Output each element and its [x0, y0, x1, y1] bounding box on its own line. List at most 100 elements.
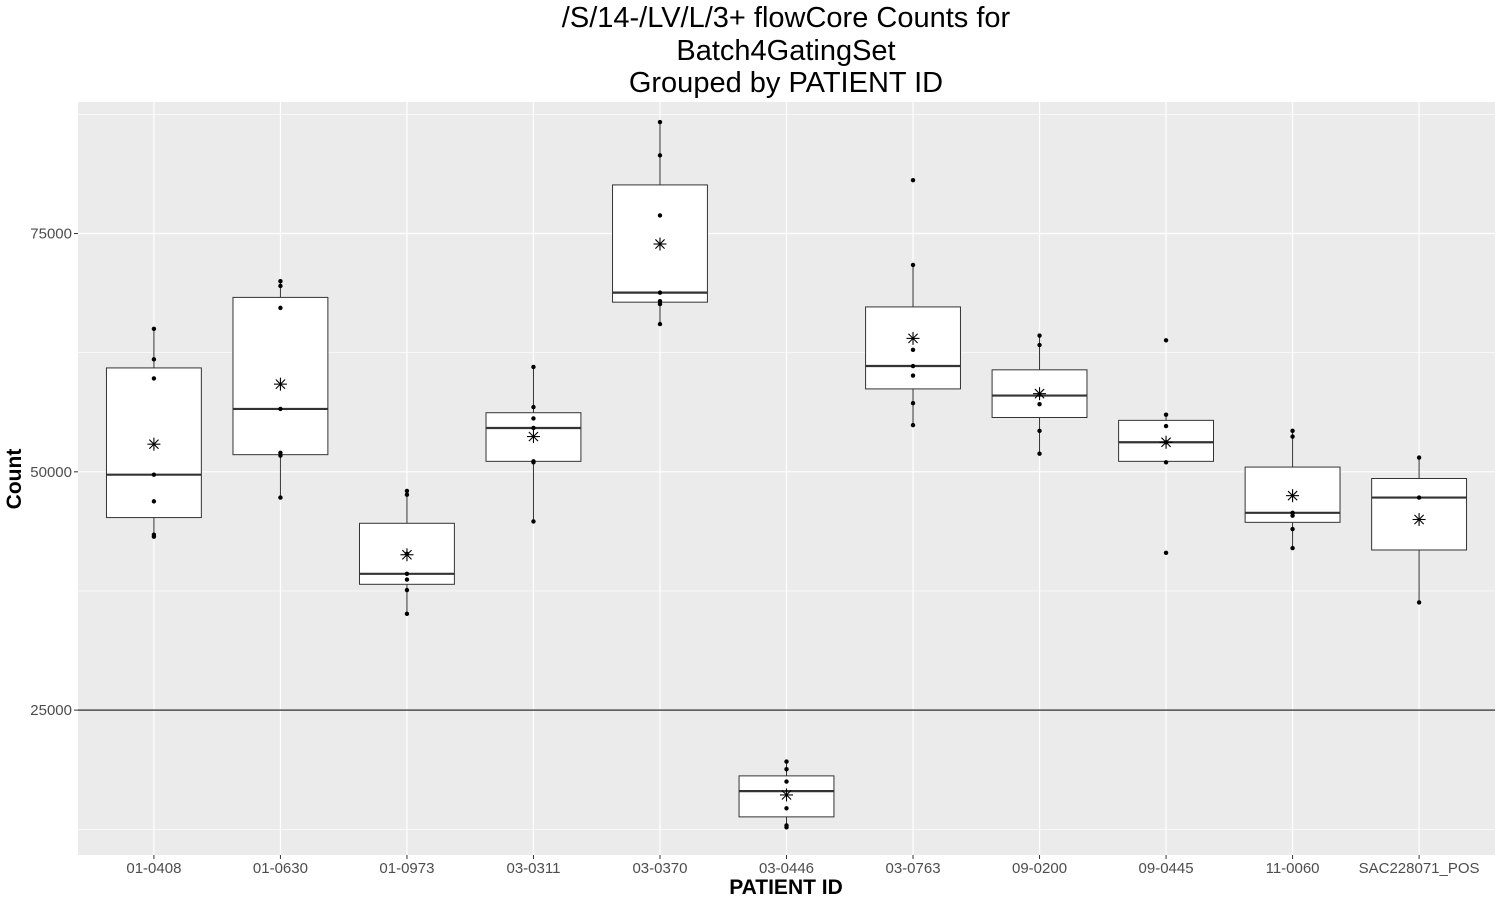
data-point: [1037, 428, 1042, 434]
mean-marker: [1286, 489, 1300, 503]
data-point: [404, 587, 410, 593]
box-group-11-0060: [1244, 428, 1341, 551]
data-point: [531, 460, 536, 465]
x-tick-label: 03-0311: [506, 860, 560, 877]
x-axis-ticks: 01-0408 01-0630 01-0973 03-0311 03-0370 03-04…: [126, 855, 1480, 877]
data-point: [1416, 455, 1422, 460]
data-point: [404, 492, 410, 497]
x-axis-title: PATIENT ID: [729, 876, 843, 899]
data-point: [404, 577, 410, 582]
mean-marker: [1412, 512, 1426, 526]
mean-marker-stroke: [275, 379, 286, 390]
data-point: [1037, 342, 1042, 348]
data-point: [531, 519, 536, 524]
mean-marker: [653, 237, 667, 251]
data-point: [531, 404, 536, 410]
x-tick-label: 03-0370: [632, 860, 687, 877]
data-point: [910, 373, 916, 378]
x-tick-label: 01-0408: [126, 860, 181, 877]
data-point: [278, 283, 283, 289]
box-group-01-0973: [359, 488, 455, 617]
data-point: [657, 321, 663, 327]
data-point: [151, 376, 157, 381]
data-point: [151, 499, 157, 504]
boxes-layer: [105, 119, 1468, 830]
iqr-box: [232, 296, 329, 456]
box-group-09-0200: [991, 333, 1088, 456]
y-axis-title: Count: [3, 449, 26, 510]
data-point: [1163, 550, 1169, 556]
data-point: [657, 290, 663, 295]
x-tick-label: 01-0973: [379, 860, 434, 877]
box-group-09-0445: [1118, 338, 1214, 556]
data-point: [657, 301, 663, 307]
data-point: [151, 326, 157, 332]
data-point: [1416, 495, 1422, 500]
mean-marker-stroke: [908, 333, 919, 344]
x-tick-label: SAC228071_POS: [1359, 860, 1480, 877]
data-point: [531, 425, 536, 431]
mean-marker-stroke: [1414, 514, 1425, 525]
data-point: [1163, 338, 1169, 343]
mean-marker: [273, 377, 287, 391]
chart-title-line-2: Batch4GatingSet: [676, 35, 895, 67]
mean-marker-stroke: [1287, 490, 1298, 501]
y-tick-label: 50000: [30, 464, 72, 481]
y-axis-ticks: 25000 50000 75000: [30, 226, 78, 719]
data-point: [657, 213, 663, 218]
data-point: [1290, 526, 1295, 532]
y-tick-label: 75000: [30, 226, 72, 243]
data-point: [1290, 513, 1295, 518]
data-point: [657, 119, 663, 125]
chart-title-line-3: Grouped by PATIENT ID: [629, 67, 943, 99]
y-tick-label: 25000: [30, 702, 72, 719]
data-point: [1290, 545, 1295, 551]
data-point: [151, 472, 157, 477]
data-point: [278, 278, 283, 284]
data-point: [910, 401, 916, 406]
data-point: [1037, 333, 1042, 338]
box-group-SAC228071_POS: [1371, 455, 1468, 605]
mean-marker-stroke: [1034, 388, 1045, 399]
data-point: [404, 611, 410, 617]
mean-marker: [1159, 435, 1173, 449]
data-point: [404, 571, 410, 577]
data-point: [278, 495, 283, 500]
box-group-01-0408: [105, 326, 202, 539]
data-point: [1290, 434, 1295, 439]
x-tick-label: 11-0060: [1266, 860, 1320, 877]
data-point: [278, 305, 283, 311]
data-point: [657, 153, 663, 158]
data-point: [910, 422, 916, 428]
data-point: [784, 759, 789, 764]
mean-marker: [780, 788, 793, 802]
data-point: [784, 779, 789, 784]
box-group-03-0763: [865, 177, 961, 428]
box-group-03-0311: [485, 364, 582, 524]
data-point: [531, 416, 536, 421]
data-point: [531, 364, 536, 370]
data-point: [784, 825, 789, 830]
chart-title-line-1: /S/14-/LV/L/3+ flowCore Counts for: [562, 2, 1011, 34]
x-tick-label: 03-0446: [759, 860, 814, 877]
data-point: [1037, 451, 1042, 456]
data-point: [1290, 428, 1295, 434]
mean-marker-stroke: [528, 431, 539, 442]
mean-marker: [147, 437, 161, 451]
mean-marker: [526, 430, 540, 444]
data-point: [151, 357, 157, 362]
mean-marker-stroke: [401, 549, 412, 560]
x-tick-label: 03-0763: [885, 860, 940, 877]
data-point: [404, 488, 410, 494]
mean-marker: [1033, 387, 1047, 401]
x-tick-label: 09-0445: [1139, 860, 1194, 877]
data-point: [1037, 401, 1042, 407]
chart-title: /S/14-/LV/L/3+ flowCore Counts for Batch…: [562, 2, 1011, 99]
data-point: [910, 347, 916, 353]
data-point: [1416, 600, 1422, 605]
data-point: [1163, 423, 1169, 429]
data-point: [784, 806, 789, 811]
x-tick-label: 01-0630: [253, 860, 308, 877]
data-point: [151, 534, 157, 539]
